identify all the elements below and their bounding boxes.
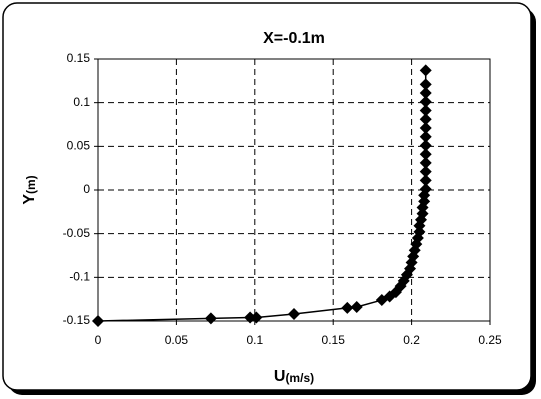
x-tick-label: 0.2 — [403, 333, 420, 347]
marker — [419, 121, 432, 134]
marker — [419, 64, 432, 77]
marker — [419, 148, 432, 161]
x-tick-label: 0.25 — [478, 333, 502, 347]
marker — [350, 301, 363, 314]
marker — [419, 130, 432, 143]
plot-border — [97, 58, 491, 322]
marker — [419, 183, 432, 196]
marker — [419, 174, 432, 187]
y-tick-label: 0.05 — [67, 139, 91, 153]
y-axis-label-unit: (m) — [24, 175, 38, 194]
y-tick-label: -0.05 — [63, 226, 91, 240]
marker — [419, 113, 432, 126]
y-tick-label: 0.15 — [67, 51, 91, 65]
x-axis-label-main: U — [274, 368, 286, 385]
marker — [250, 311, 263, 324]
marker — [413, 225, 426, 238]
y-tick-label: -0.1 — [69, 270, 90, 284]
y-axis-label: Y(m) — [21, 175, 38, 204]
marker — [341, 301, 354, 314]
marker — [419, 156, 432, 169]
x-tick-label: 0.15 — [322, 333, 346, 347]
marker — [419, 87, 432, 100]
y-axis-label-main: Y — [21, 194, 38, 205]
marker — [419, 104, 432, 117]
marker — [419, 165, 432, 178]
x-tick-label: 0 — [95, 333, 102, 347]
marker — [419, 95, 432, 108]
marker — [244, 311, 257, 324]
marker — [416, 207, 429, 220]
marker — [288, 308, 300, 321]
x-axis-label: U(m/s) — [274, 368, 314, 385]
marker — [92, 315, 104, 327]
marker — [418, 195, 431, 208]
marker — [204, 312, 217, 325]
chart-title: X=-0.1m — [263, 30, 325, 47]
x-axis-label-unit: (m/s) — [285, 371, 314, 385]
x-tick-label: 0.05 — [165, 333, 189, 347]
y-tick-label: 0.1 — [73, 95, 90, 109]
marker — [419, 139, 432, 152]
y-tick-label: 0 — [83, 182, 90, 196]
marker — [419, 78, 432, 91]
x-tick-label: 0.1 — [246, 333, 263, 347]
y-tick-label: -0.15 — [63, 313, 91, 327]
